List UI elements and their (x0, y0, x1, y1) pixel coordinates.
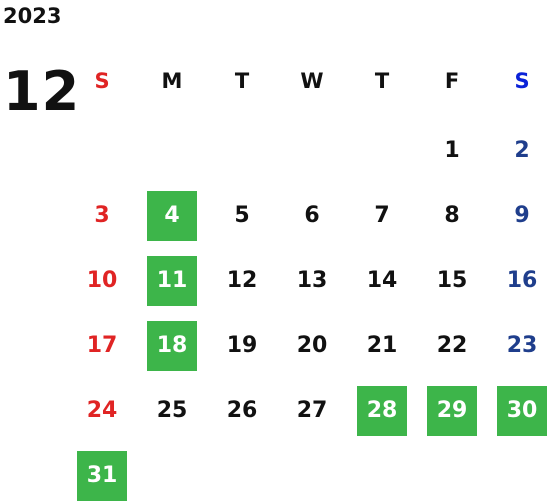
day: 9 (514, 203, 530, 228)
day: 15 (436, 268, 468, 293)
day: 17 (86, 333, 118, 358)
day: 1 (444, 138, 460, 163)
month: 12 (3, 60, 81, 123)
day: 16 (506, 268, 538, 293)
day: 20 (296, 333, 328, 358)
day: 25 (156, 398, 188, 423)
highlighted-day: 30 (497, 386, 547, 436)
highlighted-day: 31 (77, 451, 127, 501)
day: 24 (86, 398, 118, 423)
day: 19 (226, 333, 258, 358)
day: 12 (226, 268, 258, 293)
day: 8 (444, 203, 460, 228)
highlighted-day: 4 (147, 191, 197, 241)
weekday-label: F (444, 69, 460, 93)
highlighted-day: 18 (147, 321, 197, 371)
day: 13 (296, 268, 328, 293)
day: 22 (436, 333, 468, 358)
weekday-label: T (234, 69, 250, 93)
weekday-label: M (161, 69, 183, 93)
highlighted-day: 28 (357, 386, 407, 436)
day: 6 (304, 203, 320, 228)
day: 3 (94, 203, 110, 228)
highlighted-day: 29 (427, 386, 477, 436)
highlighted-day: 11 (147, 256, 197, 306)
weekday-label: S (514, 69, 530, 93)
day: 14 (366, 268, 398, 293)
day: 7 (374, 203, 390, 228)
day: 2 (514, 138, 530, 163)
day: 27 (296, 398, 328, 423)
weekday-label: T (374, 69, 390, 93)
year: 2023 (3, 4, 62, 28)
day: 23 (506, 333, 538, 358)
weekday-label: S (94, 69, 110, 93)
weekday-label: W (300, 69, 324, 93)
day: 21 (366, 333, 398, 358)
day: 5 (234, 203, 250, 228)
day: 10 (86, 268, 118, 293)
day: 26 (226, 398, 258, 423)
